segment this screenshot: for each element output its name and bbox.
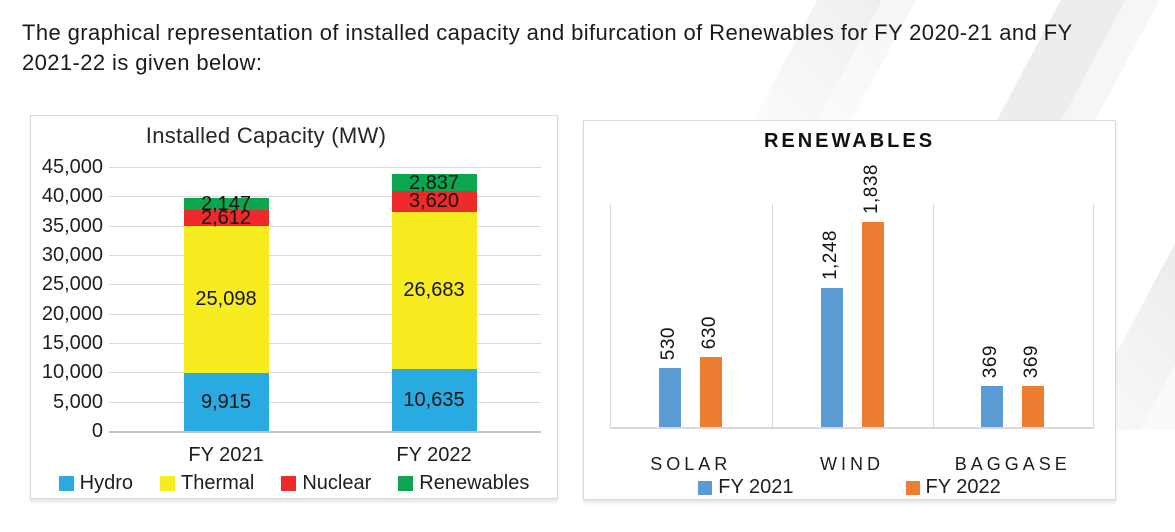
legend-item-fy2021: FY 2021 xyxy=(698,476,794,499)
bar-value-label: 630 xyxy=(699,315,721,349)
y-axis-tick-label: 5,000 xyxy=(52,390,103,413)
gridline-20000 xyxy=(109,313,541,315)
bar-value-label: 2,612 xyxy=(200,206,252,229)
installed-capacity-legend: Hydro Thermal Nuclear Renewables xyxy=(31,472,557,495)
y-axis-tick-label: 40,000 xyxy=(41,185,103,208)
vertical-gridline-3 xyxy=(1093,204,1094,427)
bar-value-label: 369 xyxy=(980,344,1002,378)
gridline-35000 xyxy=(109,225,541,227)
bar-segment-nuclear-fy2022 xyxy=(391,190,477,213)
y-axis-tick-label: 45,000 xyxy=(41,156,103,178)
x-category-label: WIND xyxy=(820,454,884,474)
bar-segment-nuclear-fy2021 xyxy=(183,210,269,226)
legend-swatch-nuclear xyxy=(281,476,297,491)
bar-value-label: 1,838 xyxy=(860,164,882,215)
legend-label: FY 2021 xyxy=(718,476,794,498)
y-axis-tick-label: 15,000 xyxy=(41,332,103,354)
bar-segment-thermal-fy2022 xyxy=(391,212,477,369)
gridline-40000 xyxy=(109,196,541,198)
bar-value-label: 369 xyxy=(1021,344,1043,378)
y-axis-tick-label: 25,000 xyxy=(41,273,103,296)
bar-segment-hydro-fy2021 xyxy=(183,372,269,431)
bar-fy2022-solar xyxy=(700,356,723,427)
bar-segment-renewables-fy2022 xyxy=(391,174,477,191)
bar-value-label: 26,683 xyxy=(403,279,465,302)
legend-item-fy2022: FY 2022 xyxy=(905,476,1001,499)
y-axis-tick-label: 20,000 xyxy=(41,302,103,325)
renewables-plot-area: 530 630 SOLAR 1,248 1,838 WIND 369 369 BAGGASE xyxy=(584,121,1115,499)
bar-value-label: 2,147 xyxy=(200,192,252,215)
y-axis-tick-label: 35,000 xyxy=(41,214,103,237)
bar-value-label: 1,248 xyxy=(819,229,841,280)
legend-swatch-renewables xyxy=(398,476,414,491)
legend-swatch-hydro xyxy=(58,476,74,491)
y-axis-tick-label: 0 xyxy=(91,420,103,442)
gridline-25000 xyxy=(109,284,541,286)
x-category-label: FY 2021 xyxy=(188,444,264,466)
x-category-label: BAGGASE xyxy=(954,454,1071,474)
installed-capacity-plot-area: 45,000 40,000 35,000 30,000 25,000 20,000 15,0… xyxy=(31,116,557,498)
legend-swatch-thermal xyxy=(160,476,175,491)
y-axis-tick-label: 30,000 xyxy=(41,244,103,266)
heading-line-1: The graphical representation of installe… xyxy=(22,20,1073,45)
legend-item-hydro: Hydro xyxy=(58,472,133,495)
bar-value-label: 25,098 xyxy=(195,288,257,311)
bar-value-label: 10,635 xyxy=(403,388,465,411)
legend-label: FY 2022 xyxy=(925,476,1001,498)
plot-baseline xyxy=(610,427,1094,429)
vertical-gridline-1 xyxy=(771,204,773,427)
heading-line-2: 2021-22 is given below: xyxy=(22,50,263,75)
x-category-label: SOLAR xyxy=(650,454,732,474)
gridline-45000 xyxy=(109,167,541,168)
legend-item-nuclear: Nuclear xyxy=(281,472,371,495)
renewables-legend: FY 2021 FY 2022 xyxy=(584,476,1115,499)
page-heading: The graphical representation of installe… xyxy=(22,18,1152,78)
legend-label: Thermal xyxy=(181,472,255,494)
vertical-gridline-0 xyxy=(610,204,611,427)
bar-fy2022-wind xyxy=(861,222,884,427)
renewables-chart-panel: RENEWABLES 530 630 SOLAR 1,248 1,838 WIND 369 3… xyxy=(583,120,1116,500)
bar-fy2022-baggase xyxy=(1022,385,1045,427)
bar-value-label: 9,915 xyxy=(200,390,252,413)
legend-label: Hydro xyxy=(79,472,133,494)
bar-segment-hydro-fy2022 xyxy=(391,368,477,431)
bar-fy2021-baggase xyxy=(981,385,1004,427)
legend-swatch-fy2022 xyxy=(905,480,920,495)
bar-value-label: 3,620 xyxy=(408,190,460,213)
legend-item-renewables: Renewables xyxy=(398,472,529,495)
bar-segment-thermal-fy2021 xyxy=(183,225,269,373)
bar-value-label: 2,837 xyxy=(408,171,460,194)
bar-fy2021-wind xyxy=(820,287,843,427)
bar-fy2021-solar xyxy=(659,367,682,427)
renewables-chart-title: RENEWABLES xyxy=(763,130,936,152)
gridline-15000 xyxy=(109,343,541,344)
installed-capacity-chart-panel: Installed Capacity (MW) 45,000 40,000 35,0… xyxy=(30,115,558,499)
gridline-10000 xyxy=(109,372,541,374)
legend-label: Renewables xyxy=(419,472,530,494)
legend-item-thermal: Thermal xyxy=(160,472,254,495)
bar-value-label: 530 xyxy=(658,326,680,360)
x-category-label: FY 2022 xyxy=(396,444,472,466)
y-axis-tick-label: 10,000 xyxy=(41,361,103,384)
gridline-30000 xyxy=(109,255,541,256)
gridline-5000 xyxy=(109,401,541,403)
gridline-0 xyxy=(109,431,541,433)
installed-capacity-chart-title: Installed Capacity (MW) xyxy=(145,123,387,148)
legend-swatch-fy2021 xyxy=(698,480,713,495)
bar-segment-renewables-fy2021 xyxy=(183,197,269,211)
vertical-gridline-2 xyxy=(932,204,934,427)
legend-label: Nuclear xyxy=(302,472,372,494)
